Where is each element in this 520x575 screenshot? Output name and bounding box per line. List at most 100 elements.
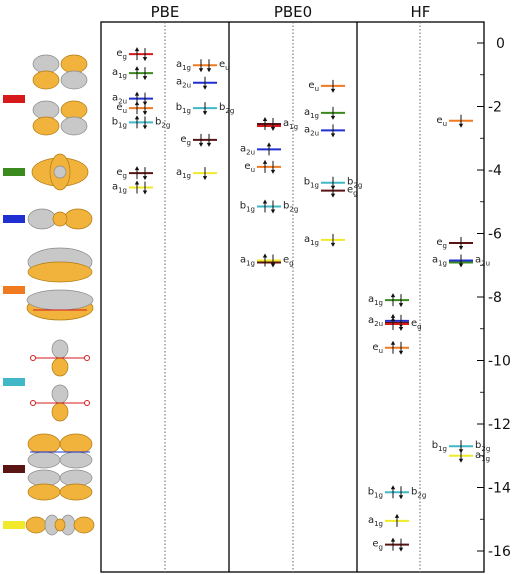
panel-frame — [100, 21, 485, 573]
method-headers: PBE PBE0 HF — [151, 3, 431, 21]
energy-level: eg — [116, 47, 153, 62]
orbital-label: eu — [244, 161, 255, 174]
isosurface-lobe — [54, 518, 66, 532]
y-tick-label: -6 — [488, 227, 502, 243]
energy-level: a1g — [368, 293, 409, 308]
legend-swatch — [3, 465, 25, 473]
legend-swatch — [3, 286, 25, 294]
isosurface-lobe — [60, 70, 88, 90]
spin-up-arrowhead — [262, 199, 268, 204]
isosurface-lobe — [60, 100, 88, 120]
spin-up-arrowhead — [390, 537, 396, 542]
legend-swatch — [3, 168, 25, 176]
spin-down-arrowhead — [202, 85, 208, 90]
spin-down-arrowhead — [330, 133, 336, 138]
spin-up-arrowhead — [262, 116, 268, 121]
spin-down-arrowhead — [330, 242, 336, 247]
orbital-label-right: a1g — [475, 450, 490, 463]
energy-level: a1g — [112, 66, 153, 81]
orbital-label-right: b2g — [475, 440, 490, 453]
y-tick-label: -14 — [488, 481, 511, 497]
orbital-label: a1g — [112, 67, 127, 80]
orbital-label: a2u — [176, 77, 191, 90]
y-tick-label: -2 — [488, 100, 502, 116]
orbital-label-right: b2g — [219, 102, 234, 115]
isosurface-lobe — [27, 451, 61, 469]
energy-level: eu — [372, 340, 409, 355]
legend-color-swatches — [3, 95, 25, 529]
orbital-label: b1g — [432, 440, 447, 453]
spin-down-arrowhead — [398, 350, 404, 355]
isosurface-lobe — [59, 451, 93, 469]
energy-level: a1g — [449, 449, 490, 463]
orbital-label: b1g — [176, 102, 191, 115]
isosurface-lobe — [52, 211, 68, 227]
energy-level: eu — [308, 79, 345, 93]
orbital-label: a1g — [176, 59, 191, 72]
isosurface-lobe — [25, 516, 47, 534]
isosurface-lobe — [51, 357, 69, 377]
legend-swatch — [3, 215, 25, 223]
energy-level: eg — [116, 166, 153, 181]
isosurface-lobe — [59, 483, 93, 501]
spin-up-arrowhead — [390, 293, 396, 298]
orbital-label: eu — [308, 80, 319, 93]
spin-down-arrowhead — [458, 458, 464, 463]
spin-up-arrowhead — [134, 101, 140, 106]
spin-down-arrowhead — [142, 176, 148, 181]
energy-level: b1g b2g — [240, 199, 298, 214]
orbital-label: a1g — [304, 107, 319, 120]
spin-up-arrowhead — [262, 253, 268, 258]
orbital-label: eg — [372, 539, 383, 552]
isosurface-lobe — [32, 54, 60, 74]
spin-down-arrowhead — [142, 76, 148, 81]
isosurface-lobe — [53, 165, 67, 179]
method-header: HF — [411, 3, 431, 21]
isosurface-lobe — [27, 483, 61, 501]
orbital-label-right: eg — [283, 254, 294, 267]
energy-level: eg — [372, 537, 409, 552]
spin-down-arrowhead — [330, 115, 336, 120]
spin-up-arrowhead — [262, 159, 268, 164]
energy-level: a1g — [112, 180, 153, 195]
y-tick-label: -10 — [488, 354, 511, 370]
energy-level: a2u — [304, 124, 345, 138]
isosurface-lobe — [32, 70, 60, 90]
isosurface-lobe — [26, 289, 94, 311]
isosurface-lobe — [27, 469, 61, 487]
isosurface-lobe — [32, 100, 60, 120]
spin-down-arrowhead — [206, 68, 212, 73]
orbital-label: a1g — [368, 294, 383, 307]
spin-down-arrowhead — [458, 123, 464, 128]
orbital-label: eg — [180, 134, 191, 147]
energy-level: b1g b2g — [176, 102, 234, 116]
energy-level: a1g eu — [176, 59, 230, 73]
orbital-label: a1g — [304, 234, 319, 247]
energy-level: b1g b2g — [304, 176, 362, 190]
orbital-label-right: a1g — [283, 118, 298, 131]
orbital-label: b1g — [304, 177, 319, 190]
isosurface-lobe — [32, 116, 60, 136]
orbital-label: b1g — [112, 116, 127, 129]
legend-swatch — [3, 378, 25, 386]
isosurface-lobe — [27, 208, 57, 230]
spin-down-arrowhead — [330, 193, 336, 198]
spin-down-arrowhead — [202, 176, 208, 181]
energy-level: a2u — [176, 76, 217, 90]
energy-level: a2u — [240, 142, 281, 156]
atom-marker — [84, 355, 90, 361]
y-tick-label: -16 — [488, 544, 511, 560]
isosurface-lobe — [59, 469, 93, 487]
spin-down-arrowhead — [398, 495, 404, 500]
spin-up-arrowhead — [134, 115, 140, 120]
orbital-label: a2u — [112, 93, 127, 106]
spin-down-arrowhead — [206, 142, 212, 147]
method-header: PBE — [151, 3, 180, 21]
spin-up-arrowhead — [390, 313, 396, 318]
isosurface-lobe — [51, 384, 69, 404]
orbital-label: eu — [116, 102, 127, 115]
legend-swatch — [3, 521, 25, 529]
energy-axis: 0 -2 -4 -6 -8 -10 -12 -14 -16 — [477, 36, 511, 560]
spin-down-arrowhead — [270, 209, 276, 214]
spin-up-arrowhead — [134, 66, 140, 71]
